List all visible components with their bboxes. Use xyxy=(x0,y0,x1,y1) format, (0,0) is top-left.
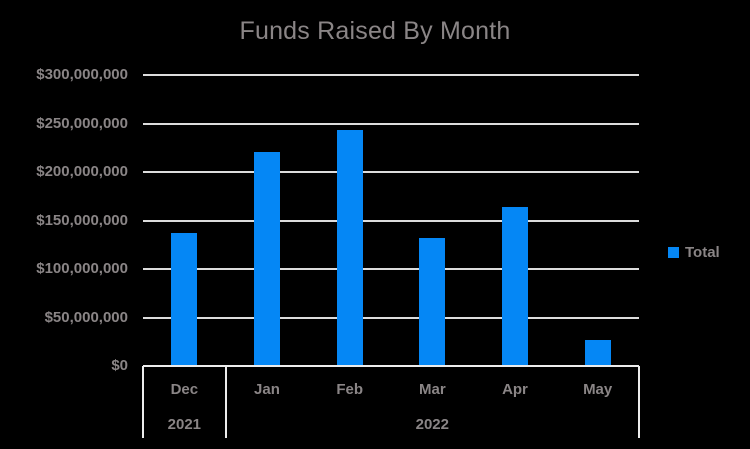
y-axis-tick-label: $300,000,000 xyxy=(36,66,128,83)
x-axis-year-label-2022: 2022 xyxy=(415,416,449,433)
bar-apr[interactable] xyxy=(502,206,528,366)
gridline-250000000 xyxy=(143,122,639,125)
gridline-100000000 xyxy=(143,268,639,270)
x-axis-month-label-mar: Mar xyxy=(418,381,446,398)
x-axis-month-label-jan: Jan xyxy=(254,381,280,398)
axis-delimiter-line xyxy=(638,366,640,438)
y-axis-tick-label: $50,000,000 xyxy=(44,308,128,326)
legend-total-label: Total xyxy=(685,244,720,261)
x-axis-month-label-may: May xyxy=(583,381,613,398)
y-axis-tick-label: $200,000,000 xyxy=(36,163,128,180)
gridline-50000000 xyxy=(143,316,639,319)
x-axis-month-label-dec: Dec xyxy=(170,381,199,398)
bar-dec[interactable] xyxy=(171,233,198,366)
x-axis-year-label-2021: 2021 xyxy=(167,416,202,433)
y-axis-tick-label: $100,000,000 xyxy=(36,260,128,277)
gridline-300000000 xyxy=(143,74,639,76)
y-axis-tick-label: $150,000,000 xyxy=(36,211,128,229)
chart-title: Funds Raised By Month xyxy=(239,17,511,45)
legend-total-swatch-icon xyxy=(668,247,679,258)
bar-may[interactable] xyxy=(584,339,611,366)
bar-mar[interactable] xyxy=(419,237,446,366)
x-axis-baseline xyxy=(143,365,639,367)
bar-feb[interactable] xyxy=(336,130,363,366)
legend[interactable]: Total xyxy=(668,244,720,261)
y-axis-tick-label: $250,000,000 xyxy=(36,114,128,132)
axis-delimiter-line xyxy=(224,366,227,438)
gridline-200000000 xyxy=(143,171,639,173)
x-axis-month-label-feb: Feb xyxy=(336,381,363,398)
y-axis-tick-label: $0 xyxy=(111,357,128,374)
axis-delimiter-line xyxy=(142,366,144,438)
gridline-150000000 xyxy=(143,219,639,222)
bar-jan[interactable] xyxy=(254,151,280,366)
x-axis-month-label-apr: Apr xyxy=(502,381,528,398)
